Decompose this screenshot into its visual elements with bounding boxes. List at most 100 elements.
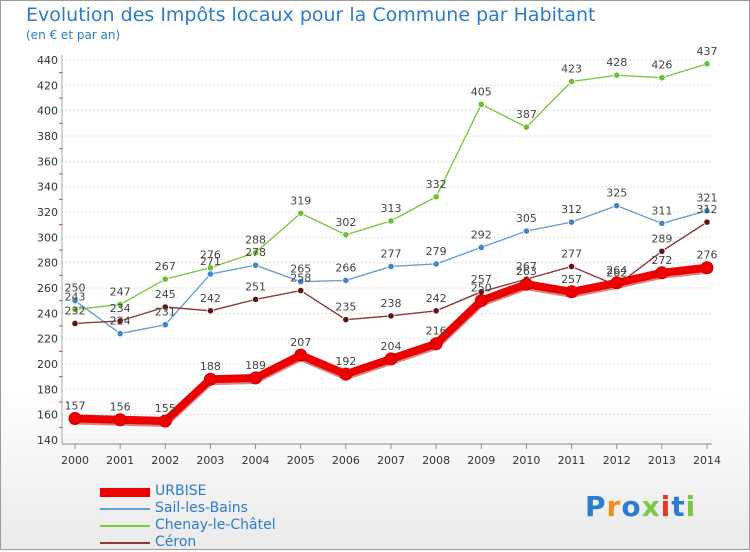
data-point-ceron xyxy=(342,316,350,324)
logo-letter: x xyxy=(641,490,661,523)
x-tick-label: 2011 xyxy=(558,454,586,467)
legend-label: Céron xyxy=(155,534,197,550)
data-label-chenay-le-chatel: 405 xyxy=(471,85,492,98)
y-tick-label: 340 xyxy=(37,181,58,194)
data-label-chenay-le-chatel: 332 xyxy=(426,178,447,191)
data-label-sail-les-bains: 325 xyxy=(606,187,627,200)
data-point-ceron xyxy=(71,319,79,328)
y-tick-label: 260 xyxy=(37,282,58,295)
data-label-sail-les-bains: 312 xyxy=(561,203,582,216)
x-tick-label: 2005 xyxy=(287,454,315,467)
chart-title: Evolution des Impôts locaux pour la Comm… xyxy=(26,4,596,26)
y-tick-label: 240 xyxy=(37,307,58,320)
x-tick-label: 2010 xyxy=(512,454,540,467)
data-point-chenay-le-chatel xyxy=(432,193,440,201)
y-tick-label: 380 xyxy=(37,130,58,143)
data-label-chenay-le-chatel: 437 xyxy=(697,45,718,58)
data-point-urbise xyxy=(339,367,353,381)
data-label-ceron: 238 xyxy=(381,297,402,310)
data-point-urbise xyxy=(158,414,172,428)
data-point-chenay-le-chatel xyxy=(342,231,350,239)
legend-label: Sail-les-Bains xyxy=(155,500,248,516)
legend-swatch xyxy=(100,542,150,544)
axis-layer: 140 160 180 200 220 240 260 280 300 320 340 360 380 4… xyxy=(37,54,721,467)
data-label-ceron: 262 xyxy=(606,266,627,279)
legend-label: URBISE xyxy=(155,483,207,499)
data-point-chenay-le-chatel xyxy=(161,275,169,283)
proxiti-logo: Proxiti xyxy=(585,490,696,523)
data-label-sail-les-bains: 279 xyxy=(426,245,447,258)
data-label-sail-les-bains: 292 xyxy=(471,228,492,241)
data-point-chenay-le-chatel xyxy=(567,77,576,86)
x-tick-label: 2009 xyxy=(467,454,495,467)
data-label-urbise: 189 xyxy=(245,359,266,372)
y-tick-label: 320 xyxy=(37,206,58,219)
data-point-urbise xyxy=(655,266,669,280)
data-point-sail-les-bains xyxy=(116,329,124,338)
logo-letter: o xyxy=(621,490,642,523)
data-point-chenay-le-chatel xyxy=(477,100,485,108)
y-tick-label: 300 xyxy=(37,231,58,244)
data-point-sail-les-bains xyxy=(251,261,260,269)
data-label-urbise: 192 xyxy=(335,355,356,368)
data-point-urbise xyxy=(294,348,308,362)
y-tick-label: 360 xyxy=(37,155,58,168)
y-tick-label: 220 xyxy=(37,333,58,346)
data-point-sail-les-bains xyxy=(432,260,440,268)
legend-swatch xyxy=(100,508,150,510)
data-label-urbise: 156 xyxy=(110,401,131,414)
data-point-ceron xyxy=(251,295,260,303)
data-point-sail-les-bains xyxy=(522,227,531,235)
data-label-chenay-le-chatel: 276 xyxy=(200,249,221,262)
data-label-sail-les-bains: 250 xyxy=(65,282,86,295)
data-label-ceron: 267 xyxy=(516,260,537,273)
logo-letter: P xyxy=(585,490,607,523)
data-label-chenay-le-chatel: 428 xyxy=(606,56,627,69)
x-tick-label: 2013 xyxy=(648,454,676,467)
x-tick-label: 2002 xyxy=(151,454,179,467)
data-point-urbise xyxy=(68,411,82,425)
data-label-chenay-le-chatel: 247 xyxy=(110,285,131,298)
data-label-sail-les-bains: 265 xyxy=(290,263,311,276)
y-tick-label: 200 xyxy=(37,358,58,371)
data-point-urbise xyxy=(203,372,217,386)
data-label-chenay-le-chatel: 313 xyxy=(381,202,402,215)
data-label-urbise: 207 xyxy=(290,336,311,349)
data-label-ceron: 251 xyxy=(245,280,266,293)
data-label-urbise: 264 xyxy=(606,264,627,277)
data-label-chenay-le-chatel: 267 xyxy=(155,260,176,273)
y-tick-label: 420 xyxy=(37,79,58,92)
legend-swatch xyxy=(100,487,150,497)
data-label-sail-les-bains: 277 xyxy=(381,247,402,260)
data-label-urbise: 263 xyxy=(516,265,537,278)
data-label-urbise: 257 xyxy=(561,273,582,286)
data-label-urbise: 276 xyxy=(697,249,718,262)
data-label-chenay-le-chatel: 288 xyxy=(245,234,266,247)
data-point-urbise xyxy=(429,337,443,351)
logo-letter: i xyxy=(685,490,697,523)
x-tick-label: 2008 xyxy=(422,454,450,467)
legend-label: Chenay-le-Châtel xyxy=(155,517,276,533)
data-label-chenay-le-chatel: 302 xyxy=(335,216,356,229)
x-tick-label: 2014 xyxy=(693,454,721,467)
data-label-ceron: 258 xyxy=(290,272,311,285)
data-point-ceron xyxy=(567,262,576,271)
data-label-urbise: 155 xyxy=(155,402,176,415)
data-point-sail-les-bains xyxy=(342,276,350,284)
data-point-sail-les-bains xyxy=(297,278,305,286)
data-label-urbise: 250 xyxy=(471,282,492,295)
y-tick-label: 400 xyxy=(37,105,58,118)
data-label-sail-les-bains: 231 xyxy=(155,306,176,319)
data-point-sail-les-bains xyxy=(387,262,395,271)
chart-subtitle: (en € et par an) xyxy=(26,28,121,42)
y-tick-label: 140 xyxy=(37,434,58,447)
data-label-ceron: 312 xyxy=(697,203,718,216)
series-layer xyxy=(68,60,714,428)
data-point-chenay-le-chatel xyxy=(387,217,395,225)
data-label-ceron: 245 xyxy=(155,288,176,301)
data-label-sail-les-bains: 321 xyxy=(697,192,718,205)
logo-letter: r xyxy=(606,490,622,523)
data-point-ceron xyxy=(161,303,169,311)
